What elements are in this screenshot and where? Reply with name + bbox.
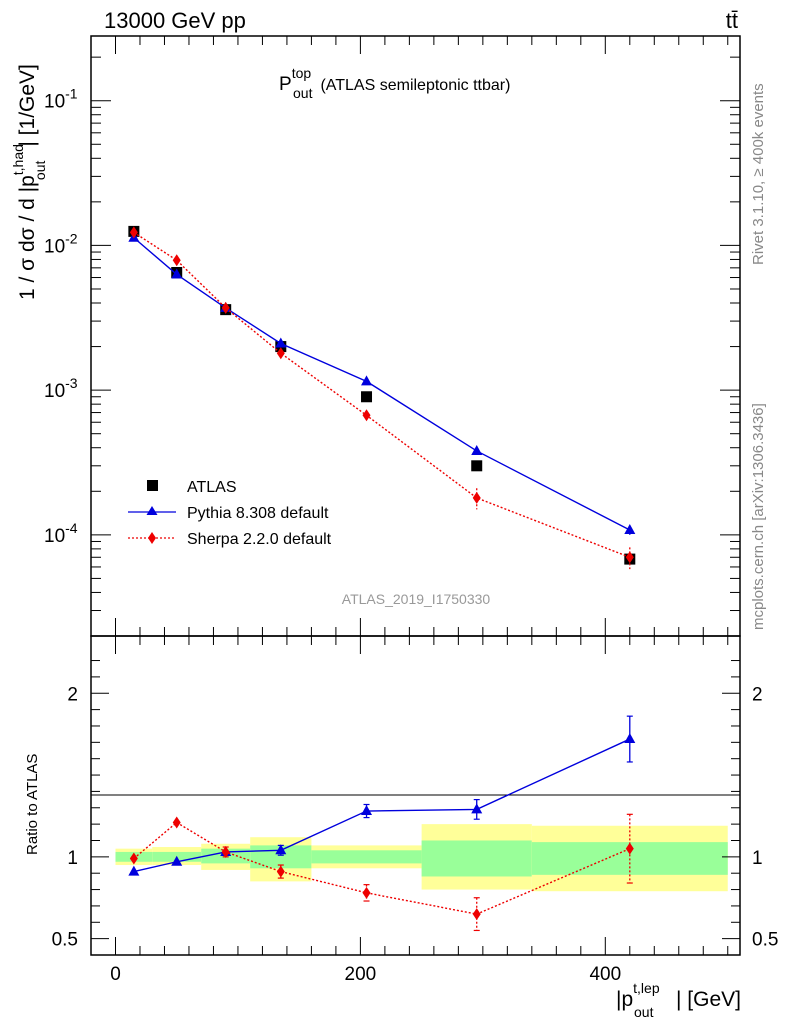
ratio-y-tick-label-right: 1 xyxy=(752,848,763,869)
plot-title-main: P xyxy=(279,74,292,95)
ratio-y-axis-label: Ratio to ATLAS xyxy=(24,754,41,855)
legend-entry-sherpa: Sherpa 2.2.0 default xyxy=(128,531,332,548)
ratio-point-1 xyxy=(472,908,481,921)
x-tick-label: 0 xyxy=(110,964,121,985)
main-point-2 xyxy=(276,347,285,360)
ratio-point-1 xyxy=(221,845,230,858)
legend-entry-pythia: Pythia 8.308 default xyxy=(128,505,329,522)
ratio-point-0 xyxy=(624,733,636,744)
main-point-2 xyxy=(221,301,230,314)
rivet-label: Rivet 3.1.10, ≥ 400k events xyxy=(750,83,767,265)
x-tick-label: 400 xyxy=(589,964,621,985)
main-panel: 10-4 10-3 10-2 10-1 Ptop out (ATLAS semilept… xyxy=(10,35,741,637)
main-y-tick-label: 10-3 xyxy=(44,375,78,402)
main-point-0 xyxy=(471,460,483,472)
ratio-plot-frame xyxy=(90,635,741,956)
main-y-tick-label: 10-1 xyxy=(44,86,78,113)
main-y-axis-label: 1 / σ dσ / d |pt,had out| [1/GeV] xyxy=(10,64,48,300)
main-point-2 xyxy=(129,226,138,239)
plot-title: Ptop out (ATLAS semileptonic ttbar) xyxy=(279,65,510,101)
main-point-0 xyxy=(361,391,373,403)
plot-title-sup: top xyxy=(292,65,312,81)
ratio-series-layer xyxy=(128,715,636,932)
plot-title-rest: (ATLAS semileptonic ttbar) xyxy=(316,77,510,94)
main-series-layer xyxy=(128,225,636,570)
main-point-1 xyxy=(471,444,483,455)
main-y-tick-label: 10-4 xyxy=(44,520,78,547)
legend-entry-atlas: ATLAS xyxy=(147,479,237,496)
ratio-y-tick-label-right: 2 xyxy=(752,684,763,705)
ratio-point-1 xyxy=(362,886,371,899)
legend-label-atlas: ATLAS xyxy=(187,479,237,496)
ratio-axis-ticks: 0.5 0.5 1 1 2 2 0 200 400 xyxy=(52,636,778,985)
legend-marker-pythia xyxy=(146,506,158,515)
ratio-y-tick-label-left: 2 xyxy=(67,684,78,705)
main-point-2 xyxy=(472,491,481,504)
main-point-2 xyxy=(625,551,634,564)
analysis-id: ATLAS_2019_I1750330 xyxy=(342,591,491,607)
ratio-y-tick-label-left: 0.5 xyxy=(52,930,78,951)
ratio-y-tick-label-right: 0.5 xyxy=(752,930,778,951)
ratio-panel: 0.5 0.5 1 1 2 2 0 200 400 Ratio to ATLAS |pt,lep… xyxy=(24,635,778,1020)
main-point-2 xyxy=(172,254,181,267)
legend-marker-atlas xyxy=(147,480,158,491)
ratio-point-1 xyxy=(172,816,181,829)
main-point-2 xyxy=(362,409,371,422)
ratio-point-1 xyxy=(625,842,634,855)
ratio-y-tick-label-left: 1 xyxy=(67,848,78,869)
x-axis-label: |pt,lep out| [GeV] xyxy=(616,980,741,1020)
mcplots-label: mcplots.cern.ch [arXiv:1306.3436] xyxy=(750,403,767,630)
legend-label-pythia: Pythia 8.308 default xyxy=(187,505,329,522)
legend: ATLAS Pythia 8.308 default Sherpa 2.2.0 … xyxy=(128,479,332,548)
main-axis-ticks: 10-4 10-3 10-2 10-1 xyxy=(44,36,740,637)
ratio-stat-band xyxy=(311,850,422,864)
ratio-point-0 xyxy=(275,844,287,855)
main-point-1 xyxy=(275,337,287,348)
ratio-point-1 xyxy=(276,865,285,878)
plot-title-sub: out xyxy=(293,85,313,101)
ratio-point-0 xyxy=(361,805,373,816)
legend-label-sherpa: Sherpa 2.2.0 default xyxy=(187,531,332,548)
legend-marker-sherpa xyxy=(148,532,156,544)
main-y-tick-label: 10-2 xyxy=(44,230,78,257)
ratio-uncertainty-bands xyxy=(115,824,728,892)
energy-label: 13000 GeV pp xyxy=(104,8,246,33)
x-tick-label: 200 xyxy=(345,964,377,985)
ratio-point-1 xyxy=(129,852,138,865)
ratio-point-0 xyxy=(128,865,140,876)
main-point-1 xyxy=(171,268,183,279)
process-label: tt̄ xyxy=(726,8,738,33)
ratio-stat-band xyxy=(421,840,532,877)
main-point-1 xyxy=(361,375,373,386)
main-point-1 xyxy=(624,524,636,535)
ratio-point-0 xyxy=(171,855,183,866)
ratio-point-0 xyxy=(471,803,483,814)
